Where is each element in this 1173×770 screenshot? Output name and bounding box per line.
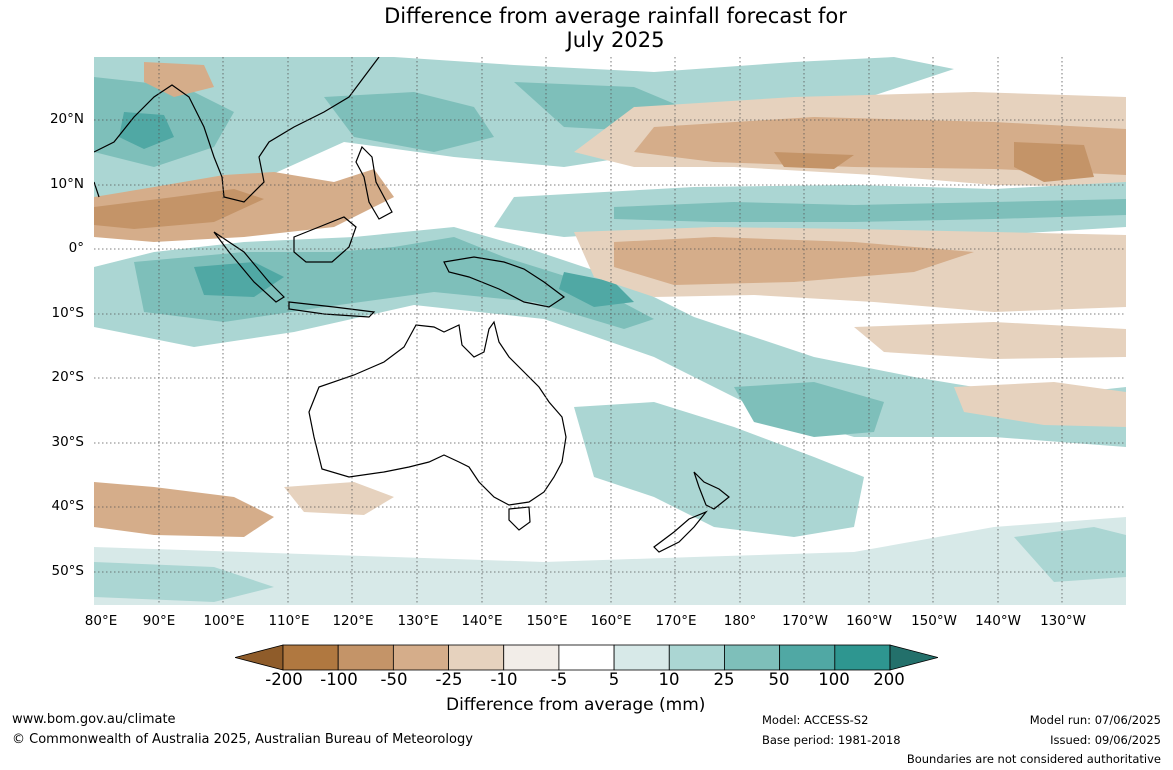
- colorbar-cell: [834, 644, 891, 671]
- lon-label-110e: 110°E: [268, 613, 310, 629]
- colorbar-label: 50: [768, 670, 790, 689]
- footer-copyright: © Commonwealth of Australia 2025, Austra…: [12, 732, 473, 747]
- dry-zone-north-pacific-core: [634, 117, 1126, 175]
- colorbar-label: -25: [435, 670, 463, 689]
- map-title-line1: Difference from average rainfall forecas…: [384, 4, 847, 28]
- colorbar-label: 10: [658, 670, 680, 689]
- sumatra-java-outline: [213, 231, 376, 318]
- colorbar: [235, 644, 938, 671]
- colorbar-cell: [558, 644, 615, 671]
- colorbar-label: -100: [320, 670, 358, 689]
- colorbar-label: -200: [265, 670, 303, 689]
- lon-label-120e: 120°E: [332, 613, 374, 629]
- australia-outline: [308, 320, 567, 506]
- dry-zone-north-west-core: [94, 189, 264, 229]
- lon-label-80e: 80°E: [84, 613, 118, 629]
- colorbar-label: -50: [380, 670, 408, 689]
- wet-zone-north-tropics: [94, 57, 954, 207]
- colorbar-label: -10: [490, 670, 518, 689]
- lon-label-130w: 130°W: [1040, 613, 1086, 629]
- asia-coast-outline: [94, 57, 380, 203]
- lon-label-140e: 140°E: [461, 613, 503, 629]
- lat-label-40s: 40°S: [51, 498, 85, 514]
- new-guinea-outline: [443, 256, 566, 308]
- wet-zone-itcz-core: [614, 199, 1126, 222]
- lon-label-100e: 100°E: [203, 613, 245, 629]
- lat-label-0: 0°: [68, 240, 84, 256]
- map-title-line2: July 2025: [566, 28, 665, 52]
- lat-label-20s: 20°S: [51, 369, 85, 385]
- lon-label-150w: 150°W: [911, 613, 957, 629]
- footer-model-run: Model run: 07/06/2025: [1029, 713, 1161, 727]
- lon-label-160w: 160°W: [846, 613, 892, 629]
- rainfall-map: [94, 57, 1126, 605]
- dry-zone-indochina: [144, 62, 214, 97]
- lat-label-10n: 10°N: [49, 176, 84, 192]
- lon-label-130e: 130°E: [397, 613, 439, 629]
- colorbar-label: -5: [550, 670, 568, 689]
- colorbar-cell: [392, 644, 449, 671]
- footer-boundaries-note: Boundaries are not considered authoritat…: [906, 752, 1161, 766]
- colorbar-cell: [668, 644, 725, 671]
- colorbar-label: 100: [818, 670, 850, 689]
- colorbar-cells: [235, 644, 938, 671]
- wet-zone-maritime-continent-core: [134, 237, 654, 329]
- dry-zone-south-east-pacific: [854, 322, 1126, 427]
- lon-label-170w: 170°W: [782, 613, 828, 629]
- colorbar-label: 25: [713, 670, 735, 689]
- wet-zone-southern-ocean-core: [94, 527, 1126, 602]
- wet-zone-maritime-core-dark: [194, 262, 634, 307]
- lon-label-150e: 150°E: [526, 613, 568, 629]
- lat-label-30s: 30°S: [51, 434, 85, 450]
- colorbar-cell: [613, 644, 670, 671]
- dry-zone-south-indian: [94, 482, 274, 537]
- lon-label-170e: 170°E: [655, 613, 697, 629]
- dry-zone-equatorial-pacific-core: [614, 237, 974, 285]
- colorbar-cell: [724, 644, 781, 671]
- colorbar-title: Difference from average (mm): [446, 695, 706, 715]
- graticule: [94, 57, 1126, 605]
- colorbar-label: 200: [873, 670, 905, 689]
- new-zealand-outline: [653, 471, 730, 553]
- wet-zone-tasman: [574, 402, 864, 537]
- wet-zone-north-tropics-core: [94, 77, 694, 167]
- colorbar-arrow-low: [235, 644, 284, 671]
- colorbar-cell: [337, 644, 394, 671]
- lon-label-90e: 90°E: [142, 613, 176, 629]
- borneo-outline: [293, 216, 357, 263]
- lat-label-10s: 10°S: [51, 305, 85, 321]
- map-title: Difference from average rainfall forecas…: [0, 4, 1173, 52]
- lon-label-180: 180°: [723, 613, 757, 629]
- philippines-outline: [355, 145, 393, 220]
- colorbar-label: 5: [608, 670, 620, 689]
- lat-label-20n: 20°N: [49, 111, 84, 127]
- lon-label-160e: 160°E: [590, 613, 632, 629]
- footer-base-period: Base period: 1981-2018: [762, 733, 901, 747]
- tasmania-outline: [508, 506, 531, 531]
- lat-label-50s: 50°S: [51, 563, 85, 579]
- colorbar-cell: [779, 644, 836, 671]
- colorbar-cell: [503, 644, 560, 671]
- colorbar-arrow-high: [889, 644, 938, 671]
- footer-site-url[interactable]: www.bom.gov.au/climate: [12, 712, 176, 727]
- wet-zone-south-pacific-core: [734, 382, 884, 437]
- dry-zone-north-pacific-center: [774, 142, 1094, 182]
- colorbar-cell: [448, 644, 505, 671]
- lon-label-140w: 140°W: [975, 613, 1021, 629]
- india-coast-outline: [94, 181, 100, 198]
- footer-model: Model: ACCESS-S2: [762, 713, 869, 727]
- colorbar-cell: [282, 644, 339, 671]
- wet-zone-bay-core: [119, 112, 174, 149]
- wet-zone-southern-ocean: [94, 517, 1126, 605]
- footer-issued: Issued: 09/06/2025: [1050, 733, 1161, 747]
